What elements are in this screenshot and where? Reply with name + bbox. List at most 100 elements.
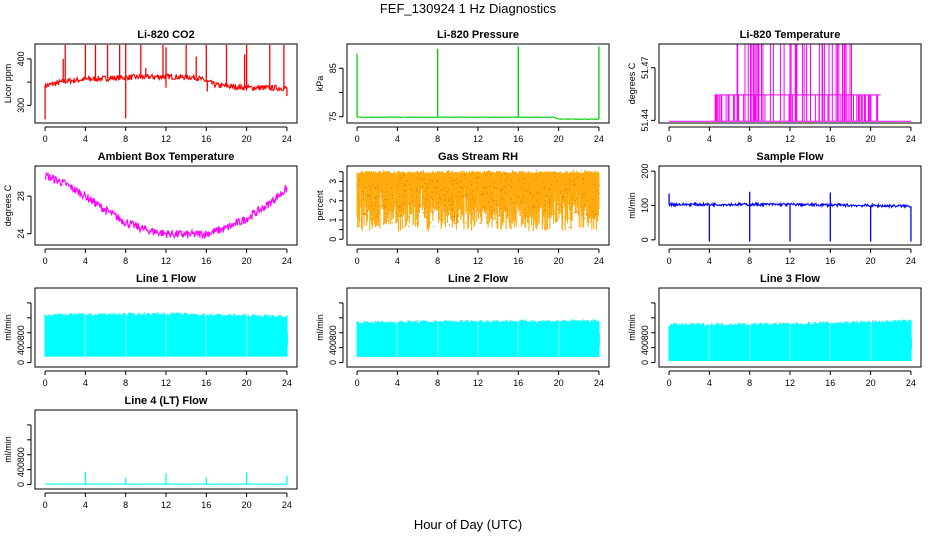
x-tick-label: 12: [785, 134, 795, 144]
chart-title: Sample Flow: [756, 151, 824, 163]
x-tick-label: 8: [123, 378, 128, 388]
y-tick-label: 24: [16, 229, 26, 239]
y-tick-label: 2: [328, 198, 338, 203]
x-tick-label: 8: [435, 378, 440, 388]
temperature-trace: [669, 44, 911, 122]
x-tick-label: 12: [161, 378, 171, 388]
x-tick-label: 20: [242, 134, 252, 144]
plot-frame: [346, 287, 610, 368]
x-tick-label: 4: [83, 134, 88, 144]
x-tick-label: 0: [43, 500, 48, 510]
y-tick-label: 400: [640, 340, 650, 355]
plot-frame: [34, 409, 298, 490]
x-tick-label: 24: [906, 256, 916, 266]
x-tick-label: 24: [594, 378, 604, 388]
y-tick-label: 400: [328, 340, 338, 355]
x-tick-label: 24: [282, 500, 292, 510]
x-tick-label: 12: [785, 378, 795, 388]
x-tick-label: 4: [83, 256, 88, 266]
y-axis-label: degrees C: [3, 184, 13, 226]
rh-points: [357, 170, 600, 229]
x-tick-label: 20: [242, 500, 252, 510]
x-tick-label: 16: [201, 134, 211, 144]
x-tick-label: 16: [825, 256, 835, 266]
x-tick-label: 20: [866, 378, 876, 388]
x-tick-label: 4: [395, 256, 400, 266]
x-tick-label: 24: [282, 378, 292, 388]
x-tick-label: 8: [123, 134, 128, 144]
x-tick-label: 8: [747, 378, 752, 388]
x-tick-label: 20: [554, 134, 564, 144]
x-tick-label: 16: [825, 134, 835, 144]
y-tick-label: 75: [328, 112, 338, 122]
y-tick-label: 300: [16, 98, 26, 113]
plot-frame: [658, 165, 922, 246]
y-tick-label: 0: [640, 360, 650, 365]
chart-title: Ambient Box Temperature: [98, 151, 235, 163]
flow-band: [44, 312, 288, 357]
y-tick-label: 0: [328, 360, 338, 365]
y-axis-label: ml/min: [627, 192, 637, 219]
y-tick-label: 28: [16, 191, 26, 201]
y-tick-label: 800: [328, 325, 338, 340]
x-tick-label: 0: [355, 256, 360, 266]
y-tick-label: 51.47: [640, 56, 650, 79]
x-tick-label: 12: [161, 500, 171, 510]
data-series: [44, 312, 288, 357]
y-axis-label: degrees C: [627, 62, 637, 104]
data-series: [44, 171, 288, 240]
y-tick-label: 1: [328, 217, 338, 222]
data-series: [668, 191, 912, 242]
y-tick-label: 400: [16, 340, 26, 355]
y-tick-label: 0: [16, 360, 26, 365]
x-tick-label: 16: [201, 378, 211, 388]
y-tick-label: 0: [640, 237, 650, 242]
x-tick-label: 4: [707, 256, 712, 266]
y-tick-label: 400: [16, 462, 26, 477]
data-series: [45, 471, 288, 485]
x-tick-label: 0: [355, 378, 360, 388]
x-tick-label: 24: [282, 256, 292, 266]
x-tick-label: 20: [554, 256, 564, 266]
x-tick-label: 0: [667, 378, 672, 388]
y-axis-label: percent: [315, 190, 325, 221]
x-tick-label: 0: [667, 134, 672, 144]
data-series: [668, 319, 912, 361]
x-tick-label: 16: [513, 378, 523, 388]
x-tick-label: 4: [83, 378, 88, 388]
data-series: [669, 44, 911, 122]
y-tick-label: 0: [16, 482, 26, 487]
x-tick-label: 0: [43, 256, 48, 266]
data-series: [356, 46, 600, 120]
chart-panel: Li-820 Pressure kPa 0 4 8 12 16 20 24 75 85: [315, 29, 610, 144]
chart-panel: Ambient Box Temperature degrees C 0 4 8 12 16 2…: [3, 151, 298, 266]
series-line: [44, 171, 288, 240]
x-tick-label: 20: [866, 134, 876, 144]
x-tick-label: 12: [161, 256, 171, 266]
x-tick-label: 4: [395, 134, 400, 144]
x-tick-label: 0: [43, 378, 48, 388]
plot-frame: [34, 165, 298, 246]
y-tick-label: 200: [640, 164, 650, 179]
y-tick-label: 800: [16, 447, 26, 462]
data-series: [44, 44, 288, 120]
y-axis-label: ml/min: [627, 314, 637, 341]
plot-frame: [658, 43, 922, 124]
page-title: FEF_130924 1 Hz Diagnostics: [379, 1, 557, 16]
x-tick-label: 24: [906, 134, 916, 144]
chart-title: Line 3 Flow: [760, 273, 820, 285]
y-tick-label: 0: [328, 237, 338, 242]
x-tick-label: 0: [43, 134, 48, 144]
x-tick-label: 12: [161, 134, 171, 144]
x-tick-label: 24: [906, 378, 916, 388]
x-tick-label: 20: [554, 378, 564, 388]
x-tick-label: 16: [201, 256, 211, 266]
x-tick-label: 16: [513, 256, 523, 266]
y-tick-label: 800: [640, 325, 650, 340]
x-tick-label: 12: [473, 256, 483, 266]
